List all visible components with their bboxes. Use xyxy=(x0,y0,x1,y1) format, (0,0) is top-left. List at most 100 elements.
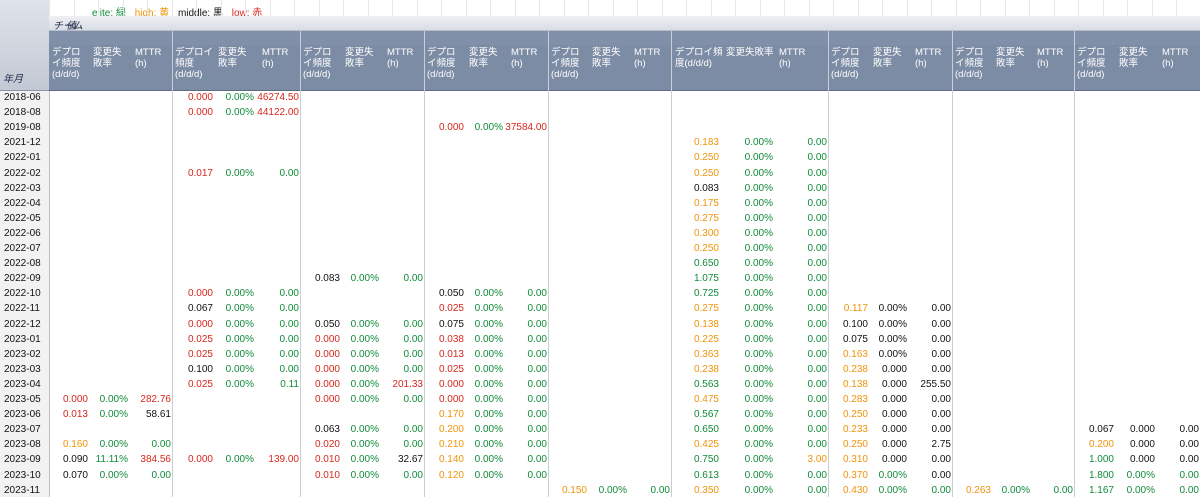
mttr-cell[interactable]: 0.00 xyxy=(403,439,423,451)
deploy-frequency-cell[interactable]: 0.163 xyxy=(842,348,868,360)
change-failure-rate-cell[interactable]: 0.00% xyxy=(474,439,503,451)
change-failure-rate-cell[interactable]: 0.00% xyxy=(744,454,773,466)
deploy-frequency-cell[interactable]: 0.000 xyxy=(62,394,88,405)
mttr-cell[interactable]: 0.00 xyxy=(279,333,299,345)
change-failure-rate-cell[interactable]: 0.000 xyxy=(881,378,907,390)
change-failure-rate-cell[interactable]: 0.000 xyxy=(881,363,907,375)
change-failure-rate-cell[interactable]: 0.00% xyxy=(225,333,254,345)
mttr-cell[interactable]: 139.00 xyxy=(268,454,299,466)
deploy-frequency-cell[interactable]: 0.310 xyxy=(842,454,868,466)
change-failure-rate-cell[interactable]: 0.00% xyxy=(878,303,907,315)
change-failure-rate-cell[interactable]: 0.00% xyxy=(744,152,773,164)
row-header-2021-12[interactable]: 2021-12 xyxy=(4,137,41,149)
deploy-frequency-cell[interactable]: 0.350 xyxy=(693,484,719,496)
mttr-cell[interactable]: 0.00 xyxy=(1179,439,1199,451)
mttr-cell[interactable]: 0.00 xyxy=(403,348,423,360)
change-failure-rate-cell[interactable]: 0.00% xyxy=(744,394,773,405)
change-failure-rate-cell[interactable]: 0.00% xyxy=(350,394,379,405)
mttr-cell[interactable]: 0.00 xyxy=(279,303,299,315)
mttr-cell[interactable]: 0.00 xyxy=(403,424,423,436)
change-failure-rate-cell[interactable]: 0.00% xyxy=(474,394,503,405)
change-failure-rate-cell[interactable]: 0.00% xyxy=(350,348,379,360)
change-failure-rate-cell[interactable]: 0.00% xyxy=(878,333,907,345)
change-failure-rate-cell[interactable]: 0.00% xyxy=(474,122,503,134)
deploy-frequency-cell[interactable]: 0.725 xyxy=(693,288,719,300)
mttr-cell[interactable]: 0.00 xyxy=(527,409,547,421)
mttr-cell[interactable]: 2.75 xyxy=(931,439,951,451)
deploy-frequency-cell[interactable]: 0.013 xyxy=(438,348,464,360)
mttr-cell[interactable]: 0.00 xyxy=(931,454,951,466)
change-failure-rate-cell[interactable]: 0.00% xyxy=(744,424,773,436)
mttr-cell[interactable]: 0.11 xyxy=(280,378,299,390)
change-failure-rate-cell[interactable]: 0.00% xyxy=(744,439,773,451)
change-failure-rate-cell[interactable]: 0.00% xyxy=(878,484,907,496)
row-header-2023-01[interactable]: 2023-01 xyxy=(4,333,41,345)
change-failure-rate-cell[interactable]: 11.11% xyxy=(95,454,128,466)
deploy-frequency-cell[interactable]: 0.025 xyxy=(438,363,464,375)
deploy-frequency-cell[interactable]: 0.025 xyxy=(187,333,213,345)
deploy-frequency-cell[interactable]: 0.020 xyxy=(314,439,340,451)
mttr-cell[interactable]: 0.00 xyxy=(807,378,827,390)
change-failure-rate-cell[interactable]: 0.000 xyxy=(881,394,907,405)
change-failure-rate-cell[interactable]: 0.00% xyxy=(474,318,503,330)
deploy-frequency-cell[interactable]: 0.120 xyxy=(438,469,464,481)
deploy-frequency-cell[interactable]: 0.225 xyxy=(693,333,719,345)
deploy-frequency-cell[interactable]: 0.050 xyxy=(314,318,340,330)
deploy-frequency-cell[interactable]: 0.117 xyxy=(843,303,868,315)
mttr-cell[interactable]: 0.00 xyxy=(650,484,670,496)
deploy-frequency-cell[interactable]: 0.100 xyxy=(842,318,868,330)
deploy-frequency-cell[interactable]: 0.000 xyxy=(187,454,213,466)
change-failure-rate-cell[interactable]: 0.00% xyxy=(99,394,128,405)
row-header-2023-03[interactable]: 2023-03 xyxy=(4,363,41,375)
row-header-2023-05[interactable]: 2023-05 xyxy=(4,394,41,405)
change-failure-rate-cell[interactable]: 0.000 xyxy=(1129,424,1155,436)
row-header-2022-10[interactable]: 2022-10 xyxy=(4,288,41,300)
deploy-frequency-cell[interactable]: 0.100 xyxy=(187,363,213,375)
mttr-cell[interactable]: 0.00 xyxy=(931,333,951,345)
mttr-cell[interactable]: 0.00 xyxy=(807,167,827,179)
deploy-frequency-cell[interactable]: 0.025 xyxy=(187,348,213,360)
mttr-cell[interactable]: 0.00 xyxy=(931,394,951,405)
change-failure-rate-cell[interactable]: 0.00% xyxy=(225,318,254,330)
mttr-cell[interactable]: 0.00 xyxy=(807,409,827,421)
change-failure-rate-cell[interactable]: 0.00% xyxy=(350,378,379,390)
deploy-frequency-cell[interactable]: 0.250 xyxy=(693,167,719,179)
change-failure-rate-cell[interactable]: 0.000 xyxy=(881,424,907,436)
deploy-frequency-cell[interactable]: 0.000 xyxy=(187,288,213,300)
deploy-frequency-cell[interactable]: 0.370 xyxy=(842,469,868,481)
mttr-cell[interactable]: 0.00 xyxy=(279,318,299,330)
mttr-cell[interactable]: 0.00 xyxy=(807,258,827,270)
mttr-cell[interactable]: 0.00 xyxy=(527,394,547,405)
deploy-frequency-cell[interactable]: 0.000 xyxy=(314,348,340,360)
row-header-2023-04[interactable]: 2023-04 xyxy=(4,378,41,390)
mttr-cell[interactable]: 0.00 xyxy=(527,363,547,375)
deploy-frequency-cell[interactable]: 0.000 xyxy=(187,107,213,119)
change-failure-rate-cell[interactable]: 0.00% xyxy=(744,363,773,375)
mttr-cell[interactable]: 0.00 xyxy=(807,227,827,239)
change-failure-rate-cell[interactable]: 0.00% xyxy=(744,243,773,254)
deploy-frequency-cell[interactable]: 0.050 xyxy=(438,288,464,300)
row-header-2022-05[interactable]: 2022-05 xyxy=(4,212,41,224)
mttr-cell[interactable]: 0.00 xyxy=(527,439,547,451)
row-header-2018-06[interactable]: 2018-06 xyxy=(4,92,41,103)
deploy-frequency-cell[interactable]: 0.238 xyxy=(842,363,868,375)
change-failure-rate-cell[interactable]: 0.00% xyxy=(225,303,254,315)
mttr-cell[interactable]: 0.00 xyxy=(527,303,547,315)
row-header-2023-07[interactable]: 2023-07 xyxy=(4,424,41,436)
mttr-cell[interactable]: 0.00 xyxy=(527,424,547,436)
deploy-frequency-cell[interactable]: 0.250 xyxy=(842,409,868,421)
mttr-cell[interactable]: 0.00 xyxy=(931,303,951,315)
deploy-frequency-cell[interactable]: 1.075 xyxy=(693,273,719,285)
row-header-2022-12[interactable]: 2022-12 xyxy=(4,318,41,330)
deploy-frequency-cell[interactable]: 0.138 xyxy=(842,378,868,390)
change-failure-rate-cell[interactable]: 0.00% xyxy=(744,484,773,496)
mttr-cell[interactable]: 0.00 xyxy=(807,363,827,375)
change-failure-rate-cell[interactable]: 0.00% xyxy=(350,333,379,345)
change-failure-rate-cell[interactable]: 0.00% xyxy=(99,439,128,451)
change-failure-rate-cell[interactable]: 0.00% xyxy=(744,212,773,224)
mttr-cell[interactable]: 0.00 xyxy=(1179,484,1199,496)
mttr-cell[interactable]: 0.00 xyxy=(527,288,547,300)
mttr-cell[interactable]: 0.00 xyxy=(403,363,423,375)
row-header-2023-09[interactable]: 2023-09 xyxy=(4,454,41,466)
